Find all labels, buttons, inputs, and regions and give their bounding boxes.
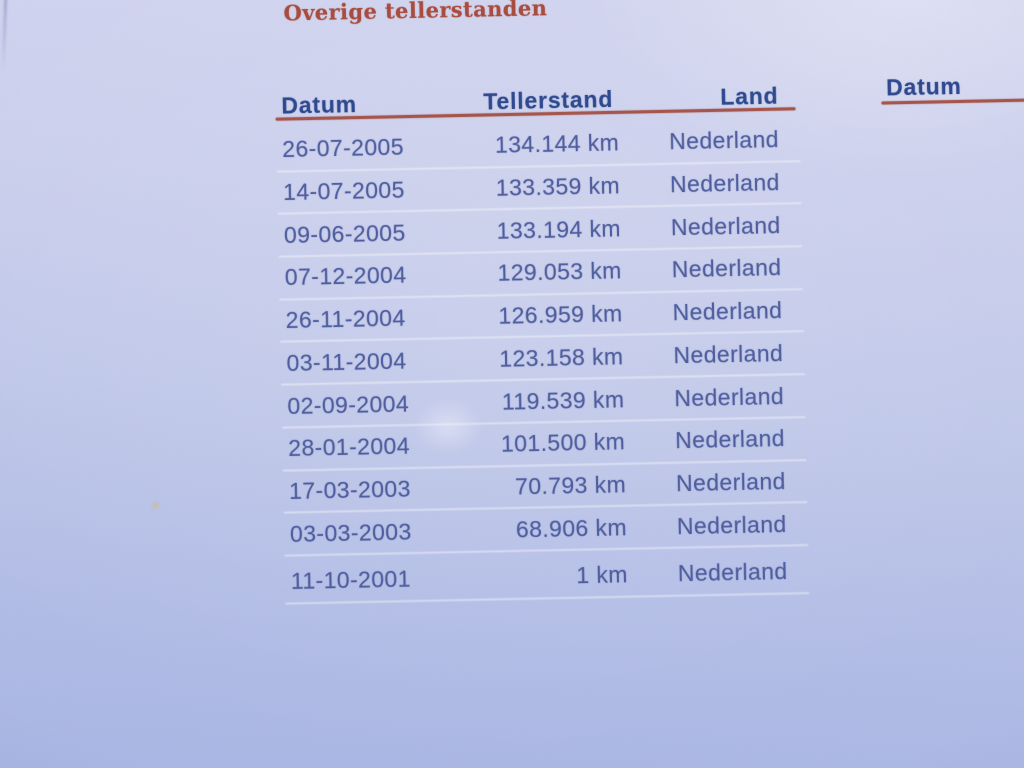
cell-land: Nederland <box>668 126 780 155</box>
cell-datum: 26-11-2004 <box>285 304 406 334</box>
cell-datum: 02-09-2004 <box>287 390 410 419</box>
cell-tellerstand: 133.359 km <box>495 172 621 201</box>
cell-datum: 03-11-2004 <box>286 347 407 376</box>
cell-land: Nederland <box>671 254 782 283</box>
cell-land: Nederland <box>674 425 786 454</box>
cell-datum: 07-12-2004 <box>284 262 407 291</box>
cell-tellerstand: 70.793 km <box>514 471 627 500</box>
cell-land: Nederland <box>669 169 780 198</box>
cell-datum: 11-10-2001 <box>290 565 412 595</box>
cell-land: Nederland <box>670 211 781 241</box>
document-title: Overige tellerstanden <box>283 0 548 26</box>
cell-land: Nederland <box>675 467 786 497</box>
cell-datum: 28-01-2004 <box>287 432 411 462</box>
column-header-land: Land <box>720 82 779 110</box>
cell-land: Nederland <box>677 558 788 587</box>
cell-datum: 26-07-2005 <box>281 133 405 163</box>
cell-land: Nederland <box>674 382 785 411</box>
cell-datum: 09-06-2005 <box>283 219 406 248</box>
cell-tellerstand: 123.158 km <box>499 343 624 372</box>
cell-tellerstand: 68.906 km <box>515 513 628 543</box>
cell-tellerstand: 133.194 km <box>496 215 622 244</box>
cell-datum: 14-07-2005 <box>282 176 405 206</box>
cell-land: Nederland <box>676 510 787 539</box>
cell-land: Nederland <box>672 297 783 326</box>
cell-datum: 03-03-2003 <box>289 518 412 547</box>
secondary-column-header-datum: Datum <box>885 72 962 101</box>
cell-tellerstand: 119.539 km <box>501 385 625 415</box>
cell-datum: 17-03-2003 <box>288 475 411 504</box>
cell-tellerstand: 101.500 km <box>500 428 626 457</box>
odometer-table-rows: 26-07-2005 134.144 km Nederland 14-07-20… <box>0 114 1019 605</box>
cell-tellerstand: 134.144 km <box>494 129 620 159</box>
paper-speck <box>152 502 159 509</box>
cell-land: Nederland <box>673 339 784 369</box>
cell-tellerstand: 126.959 km <box>498 300 623 329</box>
cell-tellerstand: 129.053 km <box>497 257 623 287</box>
cell-tellerstand: 1 km <box>576 561 629 589</box>
